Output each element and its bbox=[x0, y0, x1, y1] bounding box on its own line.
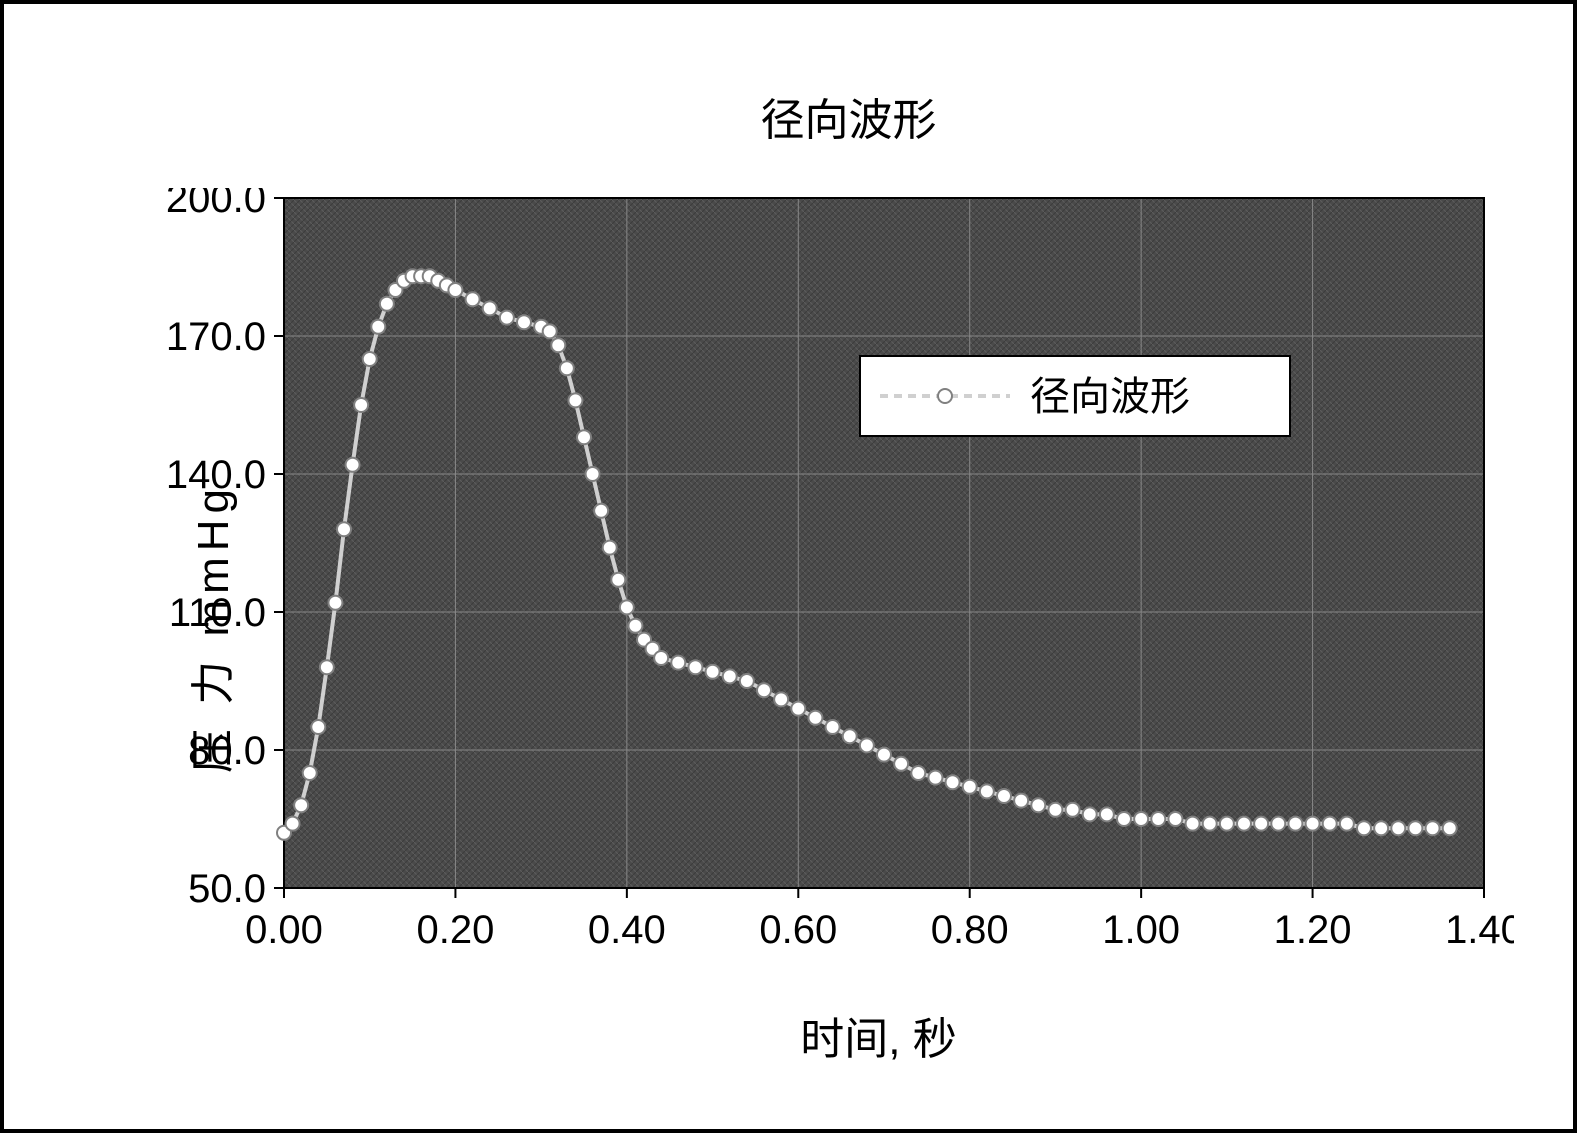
series-marker bbox=[628, 619, 642, 633]
series-marker bbox=[808, 711, 822, 725]
series-marker bbox=[1100, 807, 1114, 821]
chart-frame: 径向波形 压 力 mmHg 50.080.0110.0140.0170.0200… bbox=[0, 0, 1577, 1133]
series-marker bbox=[1306, 817, 1320, 831]
series-marker bbox=[911, 766, 925, 780]
series-marker bbox=[483, 301, 497, 315]
x-tick-label: 0.80 bbox=[931, 908, 1009, 952]
plot-texture bbox=[284, 198, 1484, 888]
series-marker bbox=[1186, 817, 1200, 831]
series-marker bbox=[577, 430, 591, 444]
series-marker bbox=[963, 780, 977, 794]
series-marker bbox=[1374, 821, 1388, 835]
series-marker bbox=[1151, 812, 1165, 826]
series-marker bbox=[311, 720, 325, 734]
series-marker bbox=[877, 748, 891, 762]
series-marker bbox=[466, 292, 480, 306]
series-marker bbox=[568, 393, 582, 407]
chart-svg: 50.080.0110.0140.0170.0200.00.000.200.40… bbox=[114, 188, 1514, 988]
series-marker bbox=[1237, 817, 1251, 831]
series-marker bbox=[551, 338, 565, 352]
series-marker bbox=[1408, 821, 1422, 835]
series-marker bbox=[337, 522, 351, 536]
x-axis-label: 时间, 秒 bbox=[234, 1003, 1523, 1067]
x-tick-label: 1.20 bbox=[1274, 908, 1352, 952]
series-marker bbox=[1083, 807, 1097, 821]
series-marker bbox=[1391, 821, 1405, 835]
series-marker bbox=[1254, 817, 1268, 831]
y-tick-label: 50.0 bbox=[188, 867, 266, 911]
series-marker bbox=[688, 660, 702, 674]
series-marker bbox=[706, 665, 720, 679]
series-marker bbox=[1048, 803, 1062, 817]
chart-area: 压 力 mmHg 50.080.0110.0140.0170.0200.00.0… bbox=[114, 188, 1523, 1067]
chart-title: 径向波形 bbox=[174, 84, 1523, 148]
series-marker bbox=[320, 660, 334, 674]
series-marker bbox=[1117, 812, 1131, 826]
series-marker bbox=[560, 361, 574, 375]
series-marker bbox=[894, 757, 908, 771]
x-tick-label: 1.00 bbox=[1102, 908, 1180, 952]
series-marker bbox=[860, 738, 874, 752]
series-marker bbox=[594, 504, 608, 518]
series-marker bbox=[1220, 817, 1234, 831]
series-marker bbox=[791, 702, 805, 716]
y-axis-label: 压 力 mmHg bbox=[177, 483, 241, 773]
series-marker bbox=[1323, 817, 1337, 831]
series-marker bbox=[843, 729, 857, 743]
series-marker bbox=[363, 352, 377, 366]
series-marker bbox=[928, 771, 942, 785]
series-marker bbox=[500, 311, 514, 325]
series-marker bbox=[723, 669, 737, 683]
series-marker bbox=[980, 784, 994, 798]
x-tick-label: 1.40 bbox=[1445, 908, 1514, 952]
series-marker bbox=[286, 817, 300, 831]
series-marker bbox=[448, 283, 462, 297]
series-marker bbox=[671, 656, 685, 670]
series-marker bbox=[757, 683, 771, 697]
y-tick-label: 170.0 bbox=[166, 315, 266, 359]
series-marker bbox=[1357, 821, 1371, 835]
series-marker bbox=[371, 320, 385, 334]
series-marker bbox=[654, 651, 668, 665]
series-marker bbox=[1340, 817, 1354, 831]
x-tick-label: 0.20 bbox=[416, 908, 494, 952]
series-marker bbox=[611, 573, 625, 587]
series-marker bbox=[774, 692, 788, 706]
series-marker bbox=[1014, 794, 1028, 808]
x-tick-label: 0.60 bbox=[759, 908, 837, 952]
series-marker bbox=[826, 720, 840, 734]
series-marker bbox=[354, 398, 368, 412]
series-marker bbox=[294, 798, 308, 812]
legend-label: 径向波形 bbox=[1030, 375, 1190, 419]
x-tick-label: 0.00 bbox=[245, 908, 323, 952]
series-marker bbox=[1271, 817, 1285, 831]
series-marker bbox=[328, 596, 342, 610]
series-marker bbox=[586, 467, 600, 481]
series-marker bbox=[380, 297, 394, 311]
legend-sample-marker bbox=[938, 389, 952, 403]
series-marker bbox=[346, 458, 360, 472]
series-marker bbox=[543, 324, 557, 338]
series-marker bbox=[1168, 812, 1182, 826]
y-tick-label: 200.0 bbox=[166, 188, 266, 221]
series-marker bbox=[1031, 798, 1045, 812]
series-marker bbox=[620, 600, 634, 614]
series-marker bbox=[1426, 821, 1440, 835]
series-marker bbox=[740, 674, 754, 688]
series-marker bbox=[997, 789, 1011, 803]
series-marker bbox=[946, 775, 960, 789]
series-marker bbox=[1066, 803, 1080, 817]
x-tick-label: 0.40 bbox=[588, 908, 666, 952]
series-marker bbox=[517, 315, 531, 329]
series-marker bbox=[1443, 821, 1457, 835]
series-marker bbox=[1203, 817, 1217, 831]
series-marker bbox=[1134, 812, 1148, 826]
series-marker bbox=[603, 541, 617, 555]
series-marker bbox=[303, 766, 317, 780]
series-marker bbox=[1288, 817, 1302, 831]
